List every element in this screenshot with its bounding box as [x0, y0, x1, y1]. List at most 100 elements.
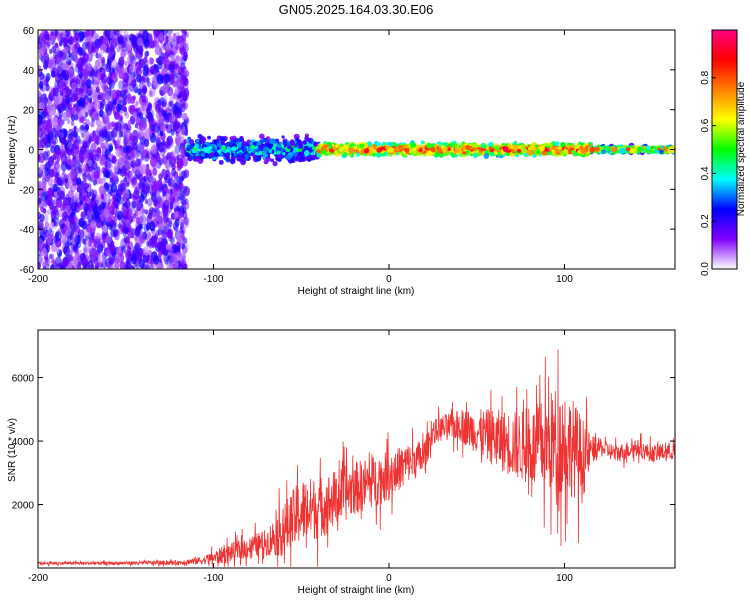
- spectrogram-cell: [447, 147, 451, 151]
- spectrogram-cell: [145, 113, 150, 120]
- spectrogram-cell: [539, 145, 545, 152]
- spectrogram-cell: [93, 114, 98, 121]
- spectrogram-cell: [127, 241, 134, 251]
- spectrogram-cell: [65, 30, 70, 35]
- spectrogram-cell: [71, 265, 75, 269]
- spectrogram-cell: [52, 116, 59, 127]
- spectrogram-cell: [81, 220, 88, 230]
- spectrogram-cell: [282, 152, 286, 156]
- spectrogram-cell: [82, 172, 87, 180]
- spectrogram-cell: [110, 130, 116, 138]
- spectrogram-cell: [144, 264, 150, 269]
- spectrogram-cell: [174, 144, 181, 155]
- spectrogram-cell: [82, 131, 90, 142]
- spectrogram-cell: [177, 77, 183, 86]
- spectrogram-cell: [105, 62, 112, 73]
- spectrogram-cell: [183, 78, 189, 86]
- spectrogram-cell: [152, 168, 158, 176]
- spectrogram-cell: [129, 65, 135, 74]
- spectrogram-cell: [63, 37, 68, 45]
- spectrogram-cell: [209, 152, 215, 158]
- spectrogram-cell: [80, 86, 87, 97]
- spectrogram-cell: [136, 116, 141, 124]
- spectrogram-cell: [289, 140, 296, 146]
- spectrogram-cell: [39, 213, 45, 222]
- spectrogram-cell: [66, 118, 71, 125]
- spectrogram-cell: [461, 145, 466, 150]
- spectrogram-cell: [155, 103, 161, 113]
- spectrogram-cell: [87, 187, 91, 193]
- spectrogram-cell: [278, 154, 283, 159]
- spectrogram-cell: [113, 140, 117, 146]
- spectrogram-cell: [375, 152, 382, 158]
- spectrogram-cell: [171, 69, 176, 77]
- spectrogram-cell: [231, 152, 235, 157]
- spectrogram-cell: [157, 228, 162, 236]
- spectrogram-cell: [159, 38, 163, 44]
- spectrogram-cell: [155, 137, 162, 146]
- spectrogram-cell: [144, 178, 151, 189]
- spectrogram-cell: [87, 231, 92, 238]
- spectrogram-cell: [77, 264, 82, 269]
- spectrogram-cell: [256, 141, 261, 146]
- spectrogram-cell: [110, 89, 117, 100]
- spectrogram-cell: [107, 261, 113, 269]
- spectrogram-cell: [96, 85, 101, 93]
- spectrogram-cell: [130, 34, 137, 45]
- spectrogram-cell: [86, 223, 92, 233]
- spectrogram-cell: [268, 149, 273, 154]
- spectrogram-cell: [145, 265, 150, 269]
- spectrogram-cell: [49, 168, 55, 178]
- spectrogram-cell: [552, 150, 557, 154]
- spectrogram-cell: [70, 184, 76, 193]
- spectrogram-cell: [143, 122, 148, 130]
- spectrogram-cell: [110, 229, 115, 238]
- spectrogram-cell: [60, 51, 67, 61]
- spectrogram-cell: [118, 56, 125, 67]
- spectrogram-cell: [95, 232, 102, 242]
- spectrogram-cell: [93, 134, 100, 145]
- spectrogram-cell: [45, 76, 50, 83]
- spectrogram-cell: [513, 140, 517, 145]
- spectrogram-cell: [183, 186, 190, 197]
- spectrogram-cell: [153, 199, 158, 207]
- spectrogram-cell: [74, 164, 78, 171]
- spectrogram-cell: [167, 231, 173, 239]
- spectrogram-cell: [75, 78, 81, 88]
- spectrogram-cell: [63, 46, 69, 54]
- spectrogram-cell: [173, 178, 178, 185]
- spectrogram-cell: [343, 152, 348, 157]
- spectrogram-cell: [38, 262, 41, 269]
- spectrogram-cell: [56, 32, 62, 41]
- spectrogram-cell: [181, 234, 186, 241]
- spectrogram-cell: [38, 197, 42, 205]
- spectrogram-cell: [205, 146, 211, 152]
- spectrogram-cell: [96, 146, 102, 154]
- spectrogram-cell: [226, 146, 230, 150]
- spectrogram-cell: [149, 221, 156, 232]
- spectrogram-cell: [310, 155, 316, 161]
- spectrogram-cell: [90, 220, 97, 230]
- spectrogram-cell: [182, 71, 188, 79]
- spectrogram-cell: [123, 237, 127, 243]
- spectrogram-cell: [100, 121, 105, 129]
- spectrogram-cell: [376, 142, 382, 147]
- spectrogram-cell: [38, 139, 43, 149]
- spectrogram-cell: [55, 263, 61, 269]
- spectrogram-cell: [216, 146, 221, 151]
- spectrogram-cell: [359, 143, 365, 149]
- spectrogram-cell: [138, 181, 143, 189]
- spectrogram-cell: [357, 147, 362, 152]
- spectrogram-cell: [163, 73, 170, 84]
- spectrogram-cell: [77, 99, 81, 107]
- spectrogram-cell: [65, 155, 72, 165]
- spectrogram-cell: [178, 98, 185, 108]
- spectrogram-cell: [518, 145, 523, 150]
- spectrogram-cell: [258, 150, 263, 156]
- spectrogram-cell: [269, 138, 276, 145]
- spectrogram-cell: [165, 188, 170, 195]
- spectrogram-cell: [113, 257, 121, 269]
- spectrogram-cell: [129, 53, 135, 62]
- spectrogram-cell: [105, 235, 110, 243]
- spectrogram-cell: [190, 156, 194, 160]
